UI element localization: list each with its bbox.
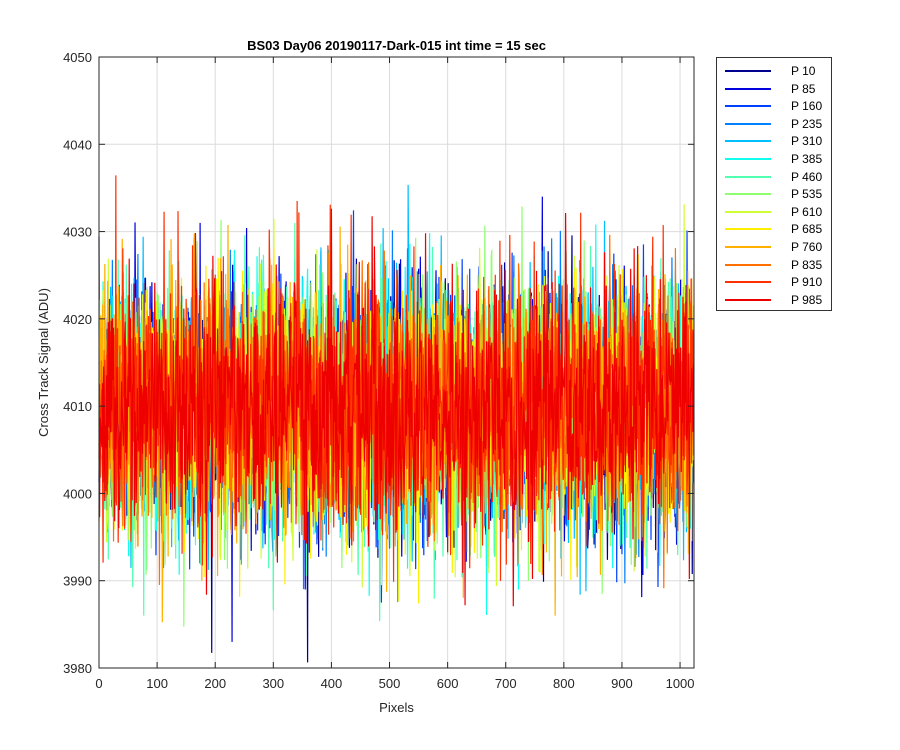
legend-swatch	[725, 158, 771, 160]
x-tick-label: 0	[95, 676, 102, 691]
legend-swatch	[725, 70, 771, 72]
legend-swatch	[725, 140, 771, 143]
x-tick-label: 200	[204, 676, 226, 691]
y-tick-label: 3980	[63, 661, 92, 676]
y-axis-label: Cross Track Signal (ADU)	[36, 288, 51, 437]
legend-swatch	[725, 175, 771, 178]
legend-label: P 610	[791, 204, 823, 219]
legend-label: P 535	[791, 187, 823, 202]
legend-item: P 10	[723, 63, 827, 80]
legend: P 10 P 85 P 160 P 235 P 310 P 385 P 460 P 535 P …	[716, 57, 832, 311]
legend-item: P 460	[723, 169, 827, 186]
legend-swatch	[725, 122, 771, 125]
legend-label: P 385	[791, 152, 823, 166]
legend-swatch	[725, 228, 771, 231]
legend-item: P 385	[723, 151, 827, 168]
x-axis-label: Pixels	[379, 700, 414, 715]
ticks: 0 100 200 300 400 500 600 700 800 900 1000 3980 3990…	[63, 50, 694, 691]
y-tick-label: 4020	[63, 312, 92, 327]
x-tick-label: 700	[495, 676, 517, 691]
legend-swatch	[725, 281, 771, 284]
legend-item: P 310	[723, 133, 827, 150]
legend-label: P 10	[791, 64, 816, 78]
legend-item: P 535	[723, 186, 827, 203]
legend-swatch	[725, 210, 771, 213]
legend-item: P 760	[723, 239, 827, 256]
legend-swatch	[725, 105, 771, 108]
legend-swatch	[725, 193, 771, 196]
legend-label: P 985	[791, 292, 823, 307]
legend-swatch	[725, 298, 771, 301]
legend-swatch	[725, 87, 771, 90]
x-tick-label: 900	[611, 676, 633, 691]
y-tick-label: 4000	[63, 486, 92, 501]
legend-swatch	[725, 246, 771, 248]
legend-item: P 160	[723, 98, 827, 115]
legend-label: P 460	[791, 169, 823, 184]
series-line-p985	[98, 208, 695, 607]
y-tick-label: 3990	[63, 574, 92, 589]
legend-label: P 160	[791, 99, 823, 114]
legend-label: P 910	[791, 275, 823, 290]
legend-item: P 910	[723, 274, 827, 291]
x-tick-label: 500	[379, 676, 401, 691]
x-tick-label: 1000	[666, 676, 695, 691]
y-tick-label: 4010	[63, 399, 92, 414]
x-tick-label: 800	[553, 676, 575, 691]
x-tick-label: 600	[437, 676, 459, 691]
axes-box	[98, 56, 695, 669]
legend-item: P 835	[723, 257, 827, 274]
legend-label: P 85	[791, 81, 816, 96]
legend-item: P 85	[723, 81, 827, 98]
legend-label: P 235	[791, 116, 823, 131]
y-tick-label: 4030	[63, 225, 92, 240]
plot-lines	[98, 175, 695, 663]
legend-label: P 760	[791, 240, 823, 254]
legend-label: P 310	[791, 134, 823, 149]
x-tick-label: 400	[321, 676, 343, 691]
x-tick-label: 100	[146, 676, 168, 691]
legend-swatch	[725, 263, 771, 266]
chart-title: BS03 Day06 20190117-Dark-015 int time = …	[247, 38, 546, 53]
y-tick-label: 4050	[63, 50, 92, 65]
legend-item: P 235	[723, 116, 827, 133]
legend-label: P 685	[791, 222, 823, 237]
legend-item: P 985	[723, 292, 827, 309]
legend-item: P 685	[723, 221, 827, 238]
legend-item: P 610	[723, 204, 827, 221]
y-tick-label: 4040	[63, 137, 92, 152]
x-tick-label: 300	[262, 676, 284, 691]
legend-label: P 835	[791, 257, 823, 272]
